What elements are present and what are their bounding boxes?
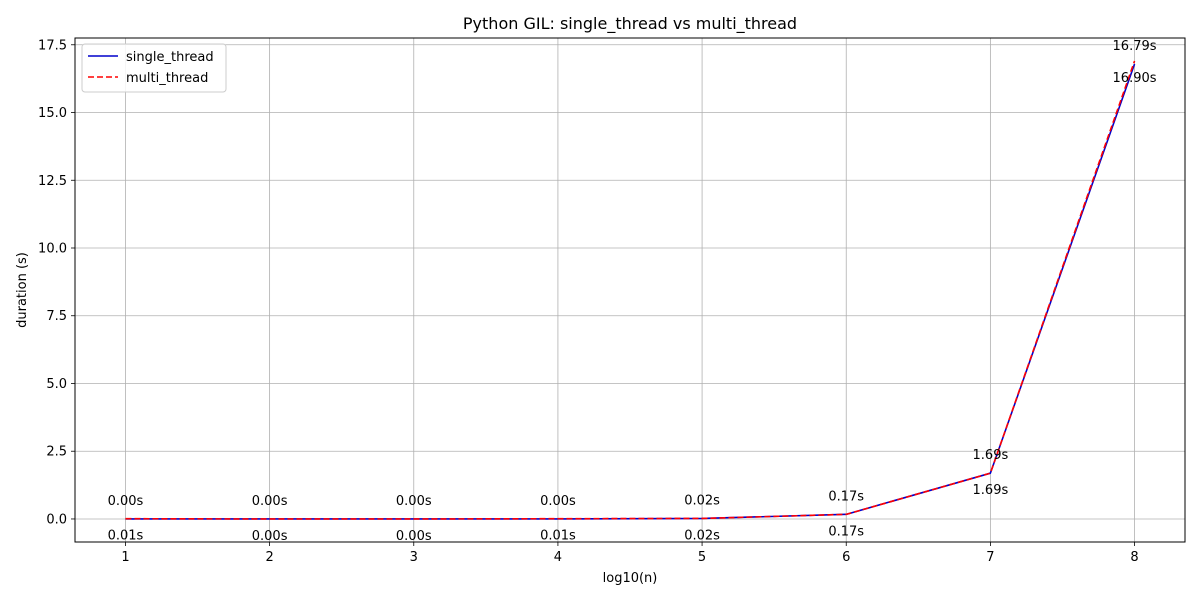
y-tick-label: 12.5 bbox=[38, 174, 67, 189]
legend: single_thread multi_thread bbox=[81, 43, 227, 93]
series-lines bbox=[125, 60, 1136, 520]
y-tick-label: 5.0 bbox=[46, 377, 67, 392]
data-label-multi-thread: 0.00s bbox=[252, 529, 288, 544]
data-label-single-thread: 0.00s bbox=[252, 494, 288, 509]
y-tick-label: 2.5 bbox=[46, 445, 67, 460]
data-label-multi-thread: 0.02s bbox=[684, 528, 720, 543]
y-tick-label: 17.5 bbox=[38, 38, 67, 53]
data-label-single-thread: 0.00s bbox=[108, 494, 144, 509]
data-label-multi-thread: 0.00s bbox=[396, 529, 432, 544]
x-tick-label: 1 bbox=[121, 550, 129, 565]
y-axis-label: duration (s) bbox=[15, 252, 30, 328]
data-label-single-thread: 0.17s bbox=[828, 489, 864, 504]
x-tick-label: 7 bbox=[986, 550, 994, 565]
y-tick-label: 10.0 bbox=[38, 242, 67, 257]
data-label-single-thread: 1.69s bbox=[973, 448, 1009, 463]
data-label-single-thread: 0.00s bbox=[540, 494, 576, 509]
legend-label-multi-thread: multi_thread bbox=[126, 71, 208, 86]
x-tick-label: 4 bbox=[554, 550, 562, 565]
data-label-multi-thread: 16.90s bbox=[1113, 71, 1157, 86]
data-label-single-thread: 16.79s bbox=[1113, 39, 1157, 54]
data-label-multi-thread: 0.17s bbox=[828, 524, 864, 539]
x-tick-label: 2 bbox=[265, 550, 273, 565]
x-tick-label: 6 bbox=[842, 550, 850, 565]
data-label-single-thread: 0.02s bbox=[684, 493, 720, 508]
y-tick-label: 7.5 bbox=[46, 309, 67, 324]
data-label-single-thread: 0.00s bbox=[396, 494, 432, 509]
data-label-multi-thread: 0.01s bbox=[540, 529, 576, 544]
chart-title: Python GIL: single_thread vs multi_threa… bbox=[463, 14, 797, 34]
y-tick-label: 0.0 bbox=[46, 512, 67, 527]
axis-ticks: 1 2 3 4 5 6 7 8 0.0 2.5 5.0 7.5 10.0 12.5 15.0 17.5 bbox=[38, 38, 1139, 565]
y-tick-label: 15.0 bbox=[38, 106, 67, 121]
x-tick-label: 5 bbox=[698, 550, 706, 565]
data-label-multi-thread: 1.69s bbox=[973, 483, 1009, 498]
legend-label-single-thread: single_thread bbox=[126, 50, 214, 65]
series-line-multi-thread bbox=[125, 60, 1136, 520]
x-tick-label: 8 bbox=[1130, 550, 1138, 565]
data-label-multi-thread: 0.01s bbox=[108, 529, 144, 544]
x-axis-label: log10(n) bbox=[603, 571, 658, 586]
x-tick-label: 3 bbox=[410, 550, 418, 565]
data-labels: 0.00s 0.00s 0.00s 0.00s 0.02s 0.17s 1.69s 16.79… bbox=[108, 39, 1157, 544]
plot-frame bbox=[74, 37, 1186, 543]
